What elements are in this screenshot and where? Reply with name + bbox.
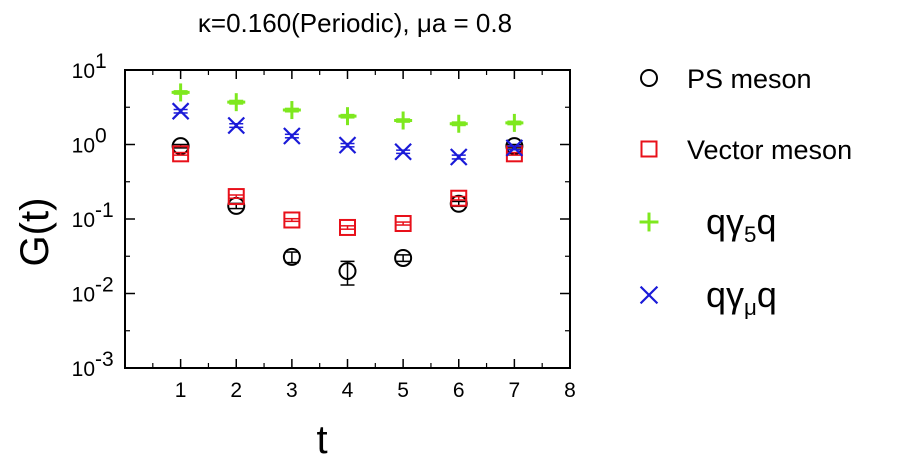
data-point — [449, 114, 468, 133]
y-tick-label: 10 — [72, 284, 95, 307]
x-tick-label: 1 — [175, 379, 187, 402]
y-tick-label: 10 — [72, 358, 95, 381]
series-0 — [171, 137, 524, 286]
data-point — [227, 93, 246, 112]
cross-marker-b — [338, 136, 357, 154]
legend-item: Vector meson — [640, 135, 852, 165]
x-tick-label: 8 — [564, 379, 576, 402]
data-point — [172, 145, 190, 163]
x-tick-label: 4 — [342, 379, 354, 402]
data-point — [282, 101, 301, 120]
circle-marker — [394, 248, 413, 267]
cross-marker-b — [505, 139, 524, 157]
x-axis-label: t — [316, 418, 327, 462]
data-point — [171, 102, 190, 120]
data-point — [394, 142, 412, 161]
cross-marker-b — [639, 285, 659, 305]
data-point — [282, 247, 301, 266]
plot-area — [171, 83, 524, 286]
x-tick-label: 5 — [397, 379, 409, 402]
y-tick-exponent: 1 — [95, 50, 107, 73]
legend-label: qγ5q — [706, 201, 776, 247]
data-point — [338, 107, 357, 126]
x-tick-label: 7 — [509, 379, 521, 402]
chart-title: κ=0.160(Periodic), μa = 0.8 — [198, 8, 512, 38]
legend-item: PS meson — [640, 64, 812, 94]
square-marker — [339, 218, 356, 236]
legend: PS meson Vector meson qγ5q qγμq — [639, 64, 852, 320]
data-point — [227, 196, 246, 215]
data-point — [505, 113, 524, 132]
data-point — [227, 188, 245, 206]
legend-label: Vector meson — [687, 135, 852, 165]
legend-label: qγμq — [706, 274, 777, 320]
data-point — [171, 83, 190, 102]
cross-marker-b — [394, 142, 412, 161]
square-marker — [283, 211, 301, 229]
y-tick-exponent: -3 — [95, 348, 114, 371]
x-tick-label: 3 — [286, 379, 298, 402]
legend-item: qγμq — [639, 274, 777, 320]
data-point — [450, 189, 468, 207]
data-point — [283, 211, 301, 229]
square-marker — [450, 189, 468, 207]
cross-marker-b — [227, 116, 246, 135]
y-axis-label: G(t) — [13, 198, 57, 267]
cross-marker-b — [171, 102, 190, 120]
series-3 — [171, 102, 524, 166]
x-tick-label: 2 — [230, 379, 242, 402]
square-marker — [394, 215, 412, 233]
data-point — [283, 127, 301, 145]
series-2 — [171, 83, 524, 133]
data-point — [338, 136, 357, 154]
square-marker — [227, 188, 245, 206]
y-tick-label: 10 — [72, 60, 95, 83]
legend-label: PS meson — [687, 64, 812, 94]
data-point — [505, 139, 524, 157]
circle-marker — [282, 247, 301, 266]
y-tick-label: 10 — [72, 209, 95, 232]
y-tick-exponent: -2 — [95, 274, 114, 297]
cross-marker-b — [449, 148, 468, 166]
y-tick-exponent: 0 — [95, 125, 107, 148]
data-point — [394, 111, 413, 130]
data-point — [394, 215, 412, 233]
x-tick-label: 6 — [453, 379, 465, 402]
square-marker — [640, 140, 658, 158]
y-tick-exponent: -1 — [95, 199, 114, 222]
data-point — [339, 218, 356, 236]
circle-marker — [338, 262, 357, 281]
cross-marker-b — [283, 127, 301, 145]
square-marker — [172, 145, 190, 163]
data-point — [394, 248, 413, 267]
data-point — [227, 116, 246, 135]
legend-item: qγ5q — [639, 201, 776, 247]
series-1 — [172, 145, 523, 236]
y-tick-label: 10 — [72, 135, 95, 158]
circle-marker — [640, 69, 658, 87]
data-point — [449, 148, 468, 166]
data-point — [338, 260, 357, 286]
